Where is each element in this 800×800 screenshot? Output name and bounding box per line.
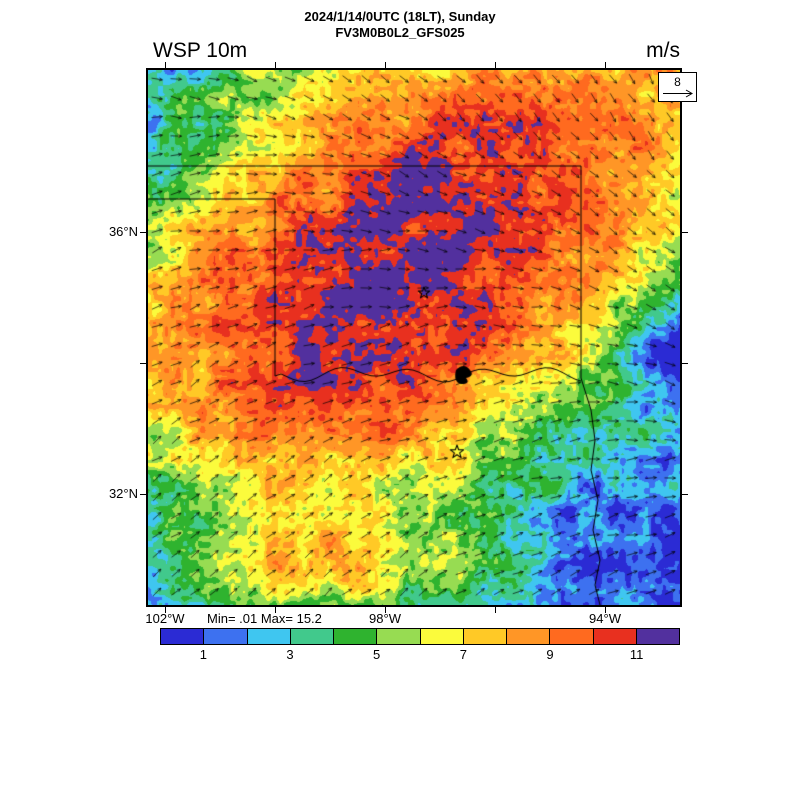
axis-tick [164, 62, 166, 68]
colorbar-segment [507, 629, 551, 644]
colorbar-segment [377, 629, 421, 644]
axis-tick [682, 231, 688, 233]
units-label: m/s [646, 39, 680, 62]
colorbar-tick-label: 7 [459, 647, 467, 662]
axis-tick [682, 493, 688, 495]
title-datetime: 2024/1/14/0UTC (18LT), Sunday [304, 9, 496, 24]
colorbar-segment [290, 629, 334, 644]
axis-tick [384, 607, 386, 613]
colorbar-tick-label: 5 [373, 647, 381, 662]
axis-tick [494, 607, 496, 613]
axis-tick [384, 62, 386, 68]
axis-tick [682, 362, 688, 364]
lon-axis-label: 98°W [369, 611, 401, 626]
colorbar-segment [247, 629, 291, 644]
reference-vector-box: 8 [658, 72, 697, 102]
axis-tick [604, 62, 606, 68]
colorbar-tick-label: 11 [629, 647, 644, 662]
axis-tick [140, 493, 146, 495]
axis-tick [140, 362, 146, 364]
lat-axis-label: 32°N [108, 486, 138, 501]
wind-speed-map-canvas [148, 70, 680, 605]
colorbar-segment [334, 629, 378, 644]
minmax-label: Min= .01 Max= 15.2 [207, 611, 322, 626]
axis-tick [140, 231, 146, 233]
colorbar-tick-label: 1 [199, 647, 207, 662]
lon-axis-label: 94°W [589, 611, 621, 626]
colorbar-segment [161, 629, 205, 644]
variable-label: WSP 10m [153, 39, 248, 62]
colorbar-segment [593, 629, 637, 644]
colorbar [160, 628, 680, 645]
lat-axis-label: 36°N [108, 224, 138, 239]
colorbar-segment [204, 629, 248, 644]
axis-tick [494, 62, 496, 68]
axis-tick [274, 607, 276, 613]
reference-vector-value: 8 [674, 75, 681, 89]
colorbar-segment [550, 629, 594, 644]
axis-tick [164, 607, 166, 613]
colorbar-tick-label: 3 [286, 647, 294, 662]
colorbar-segment [463, 629, 507, 644]
colorbar-segment [636, 629, 679, 644]
lon-axis-label: 102°W [145, 611, 185, 626]
reference-vector-arrow-icon [662, 89, 693, 98]
colorbar-segment [420, 629, 464, 644]
map-frame [146, 68, 682, 607]
title-model: FV3M0B0L2_GFS025 [335, 25, 465, 40]
colorbar-tick-label: 9 [546, 647, 554, 662]
axis-tick [274, 62, 276, 68]
axis-tick [604, 607, 606, 613]
